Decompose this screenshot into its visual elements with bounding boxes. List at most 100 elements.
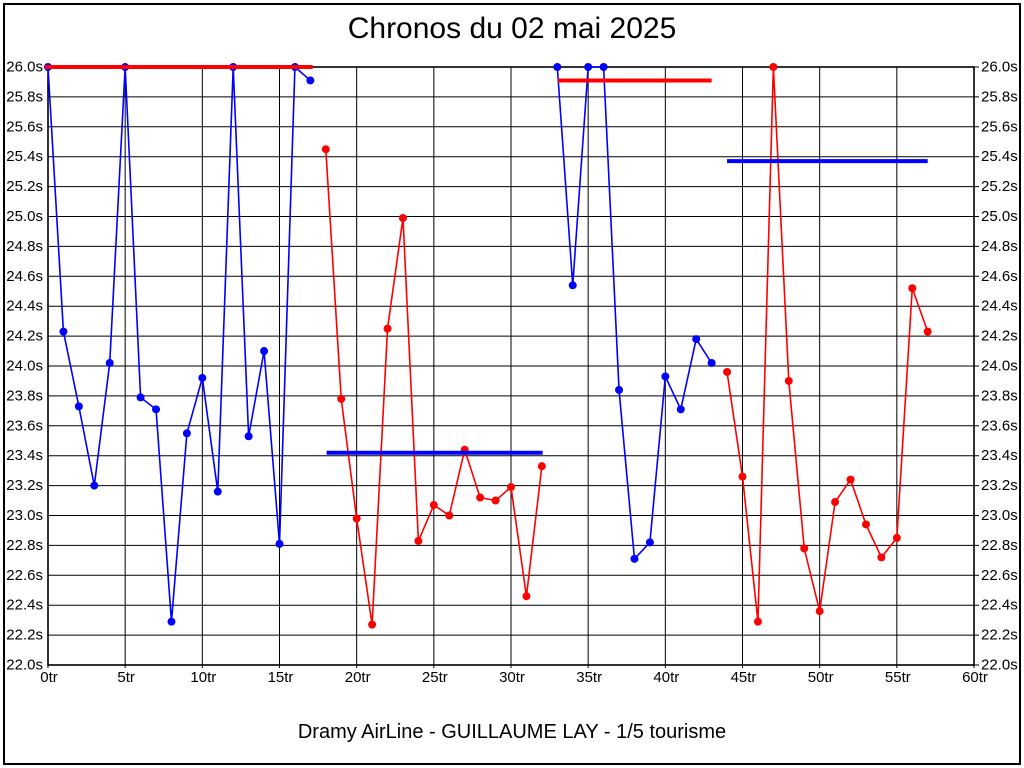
y-axis-label-right: 25.8s <box>981 88 1018 105</box>
lap-point-stint-4-laps <box>831 498 840 507</box>
y-axis-label-right: 23.2s <box>981 477 1018 494</box>
lap-point-stint-4-laps <box>769 63 778 71</box>
lap-point-stint-2-laps <box>383 324 392 333</box>
plot-border <box>47 66 975 666</box>
chart-footer: Dramy AirLine - GUILLAUME LAY - 1/5 tour… <box>297 721 727 743</box>
lap-point-stint-3-laps <box>692 335 701 344</box>
x-axis-label: 15tr <box>268 669 294 686</box>
lap-point-stint-2-laps <box>522 592 531 601</box>
series-line-stint-1-laps <box>47 65 311 622</box>
lap-point-stint-2-laps <box>491 496 500 505</box>
lap-point-stint-3-laps <box>676 405 685 414</box>
y-axis-label-left: 23.4s <box>6 447 43 464</box>
chart-title: Chronos du 02 mai 2025 <box>347 12 677 45</box>
y-axis-label-left: 24.0s <box>6 358 43 375</box>
y-axis-label-right: 24.2s <box>981 328 1018 345</box>
y-axis-label-right: 26.0s <box>981 59 1018 76</box>
lap-point-stint-1-laps <box>136 393 145 402</box>
lap-point-stint-4-laps <box>800 544 809 553</box>
lap-point-stint-3-laps <box>707 359 716 368</box>
y-axis-label-right: 24.4s <box>981 298 1018 315</box>
x-axis-label: 35tr <box>576 669 602 686</box>
lap-point-stint-1-laps <box>74 402 83 411</box>
lap-point-stint-2-laps <box>537 462 546 471</box>
lap-point-stint-4-laps <box>753 617 762 626</box>
y-axis-label-right: 23.8s <box>981 387 1018 404</box>
y-axis-label-right: 24.6s <box>981 268 1018 285</box>
y-axis-label-left: 22.4s <box>6 597 43 614</box>
y-axis-label-left: 24.2s <box>6 328 43 345</box>
y-axis-label-left: 22.0s <box>6 657 43 674</box>
lap-point-stint-2-laps <box>507 483 515 492</box>
y-axis-label-left: 25.2s <box>6 178 43 195</box>
y-axis-label-right: 22.8s <box>981 537 1018 554</box>
y-axis-label-right: 24.8s <box>981 238 1018 255</box>
y-axis-label-left: 25.8s <box>6 88 43 105</box>
x-axis-label: 60tr <box>962 669 988 686</box>
x-axis-label: 55tr <box>885 669 911 686</box>
lap-point-stint-1-laps <box>59 327 68 336</box>
x-axis-label: 25tr <box>422 669 448 686</box>
lap-point-stint-4-laps <box>738 472 747 481</box>
y-axis-label-right: 25.0s <box>981 208 1018 225</box>
lap-point-stint-3-laps <box>599 63 608 71</box>
y-axis-label-right: 22.2s <box>981 627 1018 644</box>
y-axis-label-left: 24.6s <box>6 268 43 285</box>
series-line-stint-4-laps <box>726 66 929 622</box>
y-axis-label-right: 22.4s <box>981 597 1018 614</box>
lap-point-stint-3-laps <box>661 372 670 381</box>
lap-point-stint-3-laps <box>568 281 577 290</box>
lap-point-stint-1-laps <box>260 347 269 356</box>
lap-point-stint-1-laps <box>198 373 207 382</box>
lap-point-stint-2-laps <box>414 536 423 545</box>
lap-point-stint-1-laps <box>152 405 161 414</box>
x-axis-label: 30tr <box>499 669 525 686</box>
y-axis-label-right: 23.4s <box>981 447 1018 464</box>
y-axis-label-left: 25.6s <box>6 118 43 135</box>
y-axis-label-right: 25.4s <box>981 148 1018 165</box>
lap-point-stint-4-laps <box>784 376 793 385</box>
lap-point-stint-2-laps <box>368 620 377 629</box>
x-axis-label: 5tr <box>117 669 135 686</box>
lap-point-stint-2-laps <box>476 493 485 502</box>
y-axis-label-left: 23.2s <box>6 477 43 494</box>
lap-point-stint-4-laps <box>877 553 886 562</box>
x-axis-label: 45tr <box>731 669 757 686</box>
lap-point-stint-3-laps <box>553 63 562 71</box>
y-axis-label-right: 25.2s <box>981 178 1018 195</box>
lap-point-stint-1-laps <box>182 429 191 438</box>
y-axis-label-left: 23.0s <box>6 507 43 524</box>
lap-point-stint-2-laps <box>445 511 454 520</box>
x-axis-label: 20tr <box>345 669 371 686</box>
y-axis-label-right: 23.0s <box>981 507 1018 524</box>
lap-point-stint-3-laps <box>645 538 654 547</box>
y-axis-label-right: 22.0s <box>981 657 1018 674</box>
lap-point-stint-2-laps <box>398 213 407 222</box>
y-axis-label-left: 24.4s <box>6 298 43 315</box>
lap-point-stint-3-laps <box>630 554 639 563</box>
y-axis-label-right: 23.6s <box>981 417 1018 434</box>
series-line-stint-3-laps <box>556 66 713 561</box>
lap-point-stint-3-laps <box>584 63 593 71</box>
y-axis-label-left: 23.6s <box>6 417 43 434</box>
y-axis-label-left: 24.8s <box>6 238 43 255</box>
y-axis-label-right: 22.6s <box>981 567 1018 584</box>
y-axis-label-left: 23.8s <box>6 387 43 404</box>
lap-point-stint-2-laps <box>321 145 330 154</box>
y-axis-label-left: 25.0s <box>6 208 43 225</box>
lap-point-stint-1-laps <box>90 481 99 490</box>
lap-point-stint-2-laps <box>337 394 346 403</box>
lap-point-stint-1-laps <box>275 539 284 548</box>
y-axis-label-right: 25.6s <box>981 118 1018 135</box>
lap-point-stint-4-laps <box>846 475 855 484</box>
lap-point-stint-4-laps <box>923 327 932 336</box>
y-axis-label-right: 24.0s <box>981 358 1018 375</box>
y-axis-label-left: 26.0s <box>6 59 43 76</box>
y-axis-label-left: 25.4s <box>6 148 43 165</box>
lap-point-stint-4-laps <box>723 367 732 376</box>
x-axis-label: 0tr <box>40 669 58 686</box>
lap-point-stint-1-laps <box>213 487 222 496</box>
y-axis-label-left: 22.8s <box>6 537 43 554</box>
lap-point-stint-4-laps <box>892 533 901 542</box>
